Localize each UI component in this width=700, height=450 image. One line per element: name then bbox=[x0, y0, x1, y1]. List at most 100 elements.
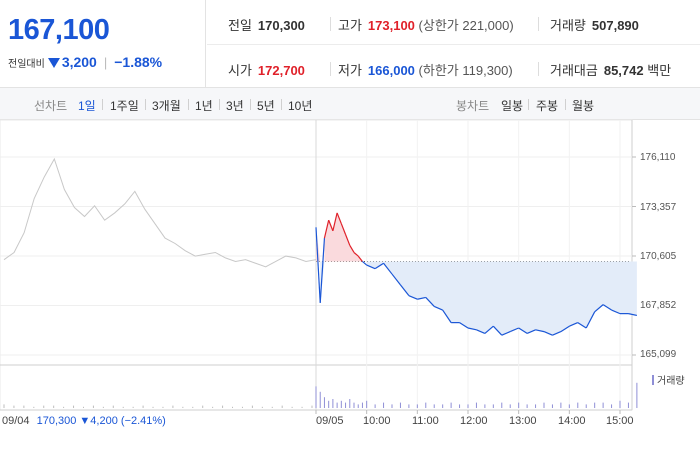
candle-chart-label: 봉차트 bbox=[456, 99, 490, 113]
stat-label: 저가 bbox=[338, 63, 362, 78]
change-percent: −1.88% bbox=[114, 54, 163, 70]
today-price-segment bbox=[408, 295, 418, 300]
tab-1year[interactable]: 1년 bbox=[195, 99, 213, 113]
today-price-segment bbox=[543, 331, 553, 336]
stat-value: 170,300 bbox=[257, 18, 305, 33]
today-price-segment bbox=[594, 304, 604, 313]
tab-1day[interactable]: 1일 bbox=[78, 99, 96, 113]
prev-date: 09/04 bbox=[2, 415, 30, 427]
turnover-unit: 백만 bbox=[647, 63, 672, 78]
today-price-segment bbox=[518, 327, 528, 334]
today-price-segment bbox=[509, 327, 519, 333]
tab-5years[interactable]: 5년 bbox=[257, 99, 275, 113]
today-price-segment bbox=[332, 212, 338, 232]
stats-divider bbox=[207, 44, 700, 45]
today-price-segment bbox=[315, 227, 321, 303]
today-price-segment bbox=[417, 296, 426, 300]
today-price-segment bbox=[353, 252, 359, 257]
stat-low: 저가 166,000 (하한가 119,300) bbox=[338, 60, 513, 79]
divider bbox=[538, 62, 539, 76]
stat-label: 시가 bbox=[228, 63, 252, 78]
tab-daily-candle[interactable]: 일봉 bbox=[501, 99, 524, 113]
today-price-segment bbox=[328, 219, 334, 232]
today-price-segment bbox=[336, 212, 342, 224]
tab-divider bbox=[188, 99, 189, 110]
tab-10years[interactable]: 10년 bbox=[288, 99, 313, 113]
volume-legend-label: 거래량 bbox=[657, 376, 685, 387]
line-chart-label: 선차트 bbox=[34, 99, 68, 113]
stat-value: 172,700 bbox=[257, 63, 305, 78]
today-price-segment bbox=[442, 309, 452, 323]
current-price-box: 167,100 전일대비 3,200 | −1.88% bbox=[0, 0, 206, 88]
tab-divider bbox=[219, 99, 220, 110]
tab-divider bbox=[250, 99, 251, 110]
stat-value: 507,890 bbox=[591, 18, 639, 33]
prev-day-price-line bbox=[3, 157, 317, 268]
stat-label: 고가 bbox=[338, 18, 362, 33]
today-price-segment bbox=[319, 238, 326, 303]
tab-monthly-candle[interactable]: 월봉 bbox=[572, 99, 595, 113]
volume-swatch bbox=[652, 374, 654, 385]
today-price-segment bbox=[526, 329, 536, 334]
today-price-segment bbox=[340, 223, 347, 235]
stat-turnover: 거래대금 85,742 백만 bbox=[550, 60, 671, 79]
prev-day-info: 09/04 170,300 ▼4,200 (−2.41%) bbox=[2, 415, 166, 427]
stat-value: 166,000 bbox=[367, 63, 415, 78]
stock-summary-panel: 167,100 전일대비 3,200 | −1.88% 전일 170,300 고가… bbox=[0, 0, 700, 88]
volume-legend: 거래량 bbox=[652, 372, 685, 387]
x-tick-label: 15:00 bbox=[606, 415, 634, 427]
today-price-segment bbox=[501, 331, 511, 336]
today-price-segment bbox=[366, 264, 376, 270]
y-tick-label: 170,605 bbox=[640, 251, 677, 262]
tab-divider bbox=[528, 99, 529, 110]
today-price-segment bbox=[383, 262, 393, 275]
today-price-segment bbox=[492, 325, 503, 336]
y-tick-label: 167,852 bbox=[640, 300, 677, 311]
tab-3months[interactable]: 3개월 bbox=[152, 99, 181, 113]
change-amount: 3,200 bbox=[61, 54, 97, 70]
tab-1week[interactable]: 1주일 bbox=[110, 99, 139, 113]
current-price: 167,100 bbox=[8, 14, 110, 46]
upper-limit: (상한가 221,000) bbox=[418, 18, 514, 33]
today-price-segment bbox=[433, 305, 443, 311]
stat-value: 173,100 bbox=[367, 18, 415, 33]
today-price-segment bbox=[535, 329, 545, 333]
today-price-segment bbox=[484, 325, 494, 334]
stat-label: 거래대금 bbox=[550, 63, 598, 78]
down-arrow-icon bbox=[47, 57, 60, 68]
lower-limit: (하한가 119,300) bbox=[418, 63, 513, 78]
stat-open: 시가 172,700 bbox=[228, 60, 305, 79]
y-tick-label: 173,357 bbox=[640, 202, 677, 213]
tab-3years[interactable]: 3년 bbox=[226, 99, 244, 113]
today-price-segment bbox=[569, 322, 579, 327]
today-price-segment bbox=[349, 244, 355, 253]
today-price-segment bbox=[467, 327, 477, 331]
tab-divider bbox=[281, 99, 282, 110]
x-tick-label: 13:00 bbox=[509, 415, 537, 427]
today-price-segment bbox=[628, 313, 638, 317]
price-change-row: 전일대비 3,200 | −1.88% bbox=[8, 54, 162, 70]
divider bbox=[330, 62, 331, 76]
x-tick-label: 10:00 bbox=[363, 415, 391, 427]
stat-label: 전일 bbox=[228, 18, 252, 33]
prev-price: 170,300 bbox=[36, 415, 77, 427]
change-label: 전일대비 bbox=[8, 58, 45, 70]
y-tick-label: 165,099 bbox=[640, 349, 677, 360]
divider bbox=[538, 17, 539, 31]
stat-high: 고가 173,100 (상한가 221,000) bbox=[338, 15, 514, 34]
tab-divider bbox=[102, 99, 103, 110]
today-price-segment bbox=[399, 284, 410, 297]
tab-divider bbox=[565, 99, 566, 110]
today-price-segment bbox=[585, 311, 596, 329]
y-tick-label: 176,110 bbox=[640, 152, 676, 163]
tab-weekly-candle[interactable]: 주봉 bbox=[536, 99, 559, 113]
today-price-segment bbox=[459, 322, 469, 329]
stat-volume: 거래량 507,890 bbox=[550, 15, 639, 34]
today-price-segment bbox=[560, 325, 570, 333]
today-price-segment bbox=[476, 329, 486, 334]
prev-change-pct: (−2.41%) bbox=[120, 415, 166, 427]
above-reference-fill bbox=[316, 212, 367, 262]
x-tick-label: 11:00 bbox=[412, 415, 439, 427]
today-price-segment bbox=[323, 219, 330, 239]
today-price-segment bbox=[577, 322, 587, 329]
